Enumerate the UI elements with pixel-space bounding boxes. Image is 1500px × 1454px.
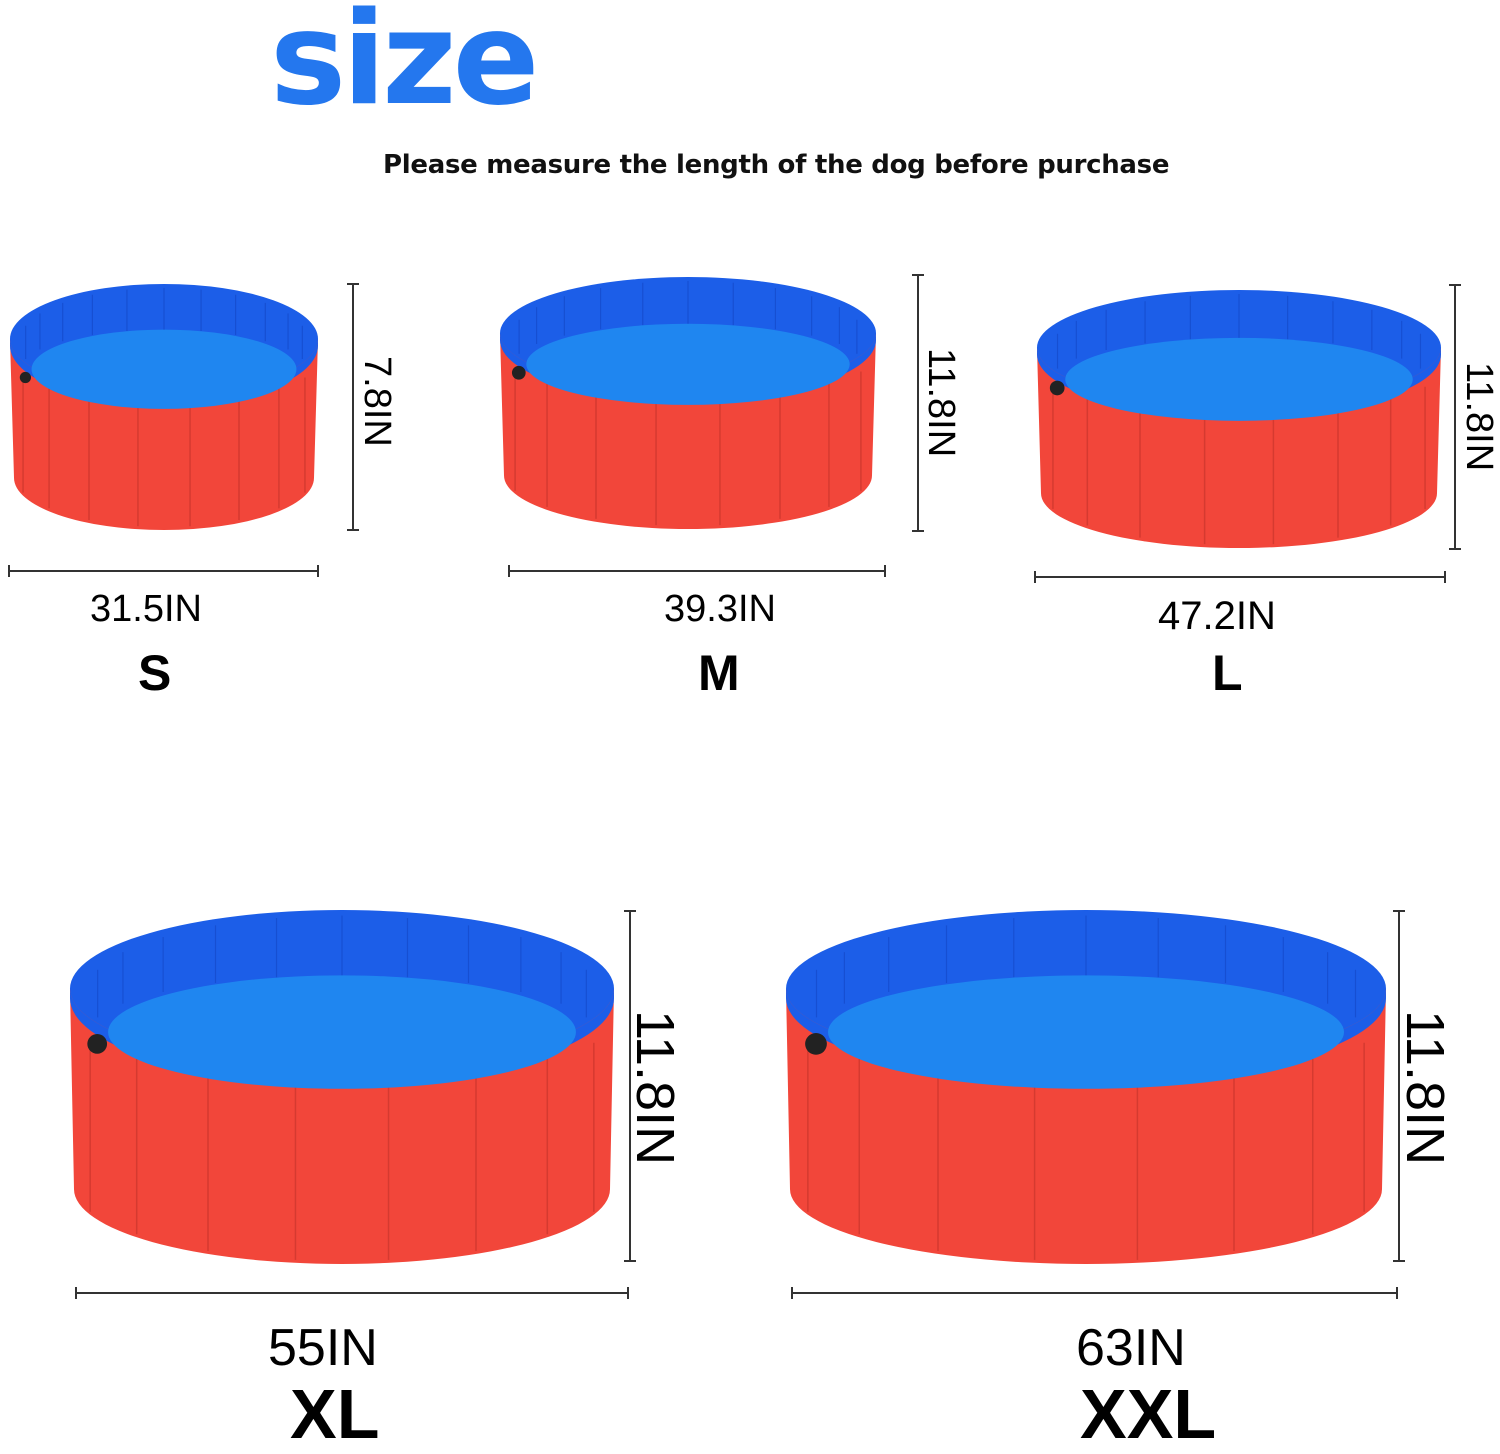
width-line-s	[8, 565, 319, 577]
width-line-xl	[75, 1287, 629, 1299]
width-label-xl: 55IN	[268, 1319, 378, 1377]
size-label-xl: XL	[290, 1375, 380, 1453]
size-label-l: L	[1212, 645, 1243, 701]
size-label-s: S	[138, 645, 172, 701]
pool-floor	[526, 323, 850, 405]
height-line-xxl	[1393, 910, 1405, 1262]
height-label-xl: 11.8IN	[625, 1010, 685, 1166]
height-line-m	[912, 274, 924, 532]
pool-floor	[108, 975, 576, 1089]
height-line-xl	[624, 910, 636, 1262]
drain-valve-icon	[805, 1033, 827, 1055]
pool-floor	[1065, 337, 1413, 421]
pool-image-m	[498, 275, 878, 531]
pool-image-xxl	[784, 908, 1388, 1266]
height-label-s: 7.8IN	[356, 356, 398, 447]
width-label-xxl: 63IN	[1076, 1319, 1186, 1377]
width-line-m	[508, 565, 886, 577]
height-label-m: 11.8IN	[920, 348, 962, 458]
width-label-s: 31.5IN	[90, 588, 202, 630]
pool-floor	[828, 975, 1344, 1089]
height-label-l: 11.8IN	[1458, 362, 1500, 472]
height-line-s	[347, 283, 359, 531]
height-label-xxl: 11.8IN	[1395, 1010, 1455, 1166]
width-label-m: 39.3IN	[664, 588, 776, 630]
drain-valve-icon	[511, 365, 526, 380]
drain-valve-icon	[1049, 380, 1065, 396]
pool-floor	[31, 329, 297, 409]
width-label-l: 47.2IN	[1158, 594, 1276, 638]
page-subtitle: Please measure the length of the dog bef…	[383, 150, 1170, 180]
page-title: size	[270, 0, 539, 134]
height-line-l	[1449, 284, 1461, 550]
size-label-m: M	[698, 645, 740, 701]
pool-image-xl	[68, 908, 616, 1266]
pool-image-l	[1035, 288, 1443, 550]
width-line-l	[1034, 571, 1446, 583]
width-line-xxl	[791, 1287, 1398, 1299]
drain-valve-icon	[19, 371, 32, 384]
pool-image-s	[8, 282, 320, 532]
size-label-xxl: XXL	[1080, 1375, 1217, 1453]
drain-valve-icon	[87, 1034, 108, 1054]
